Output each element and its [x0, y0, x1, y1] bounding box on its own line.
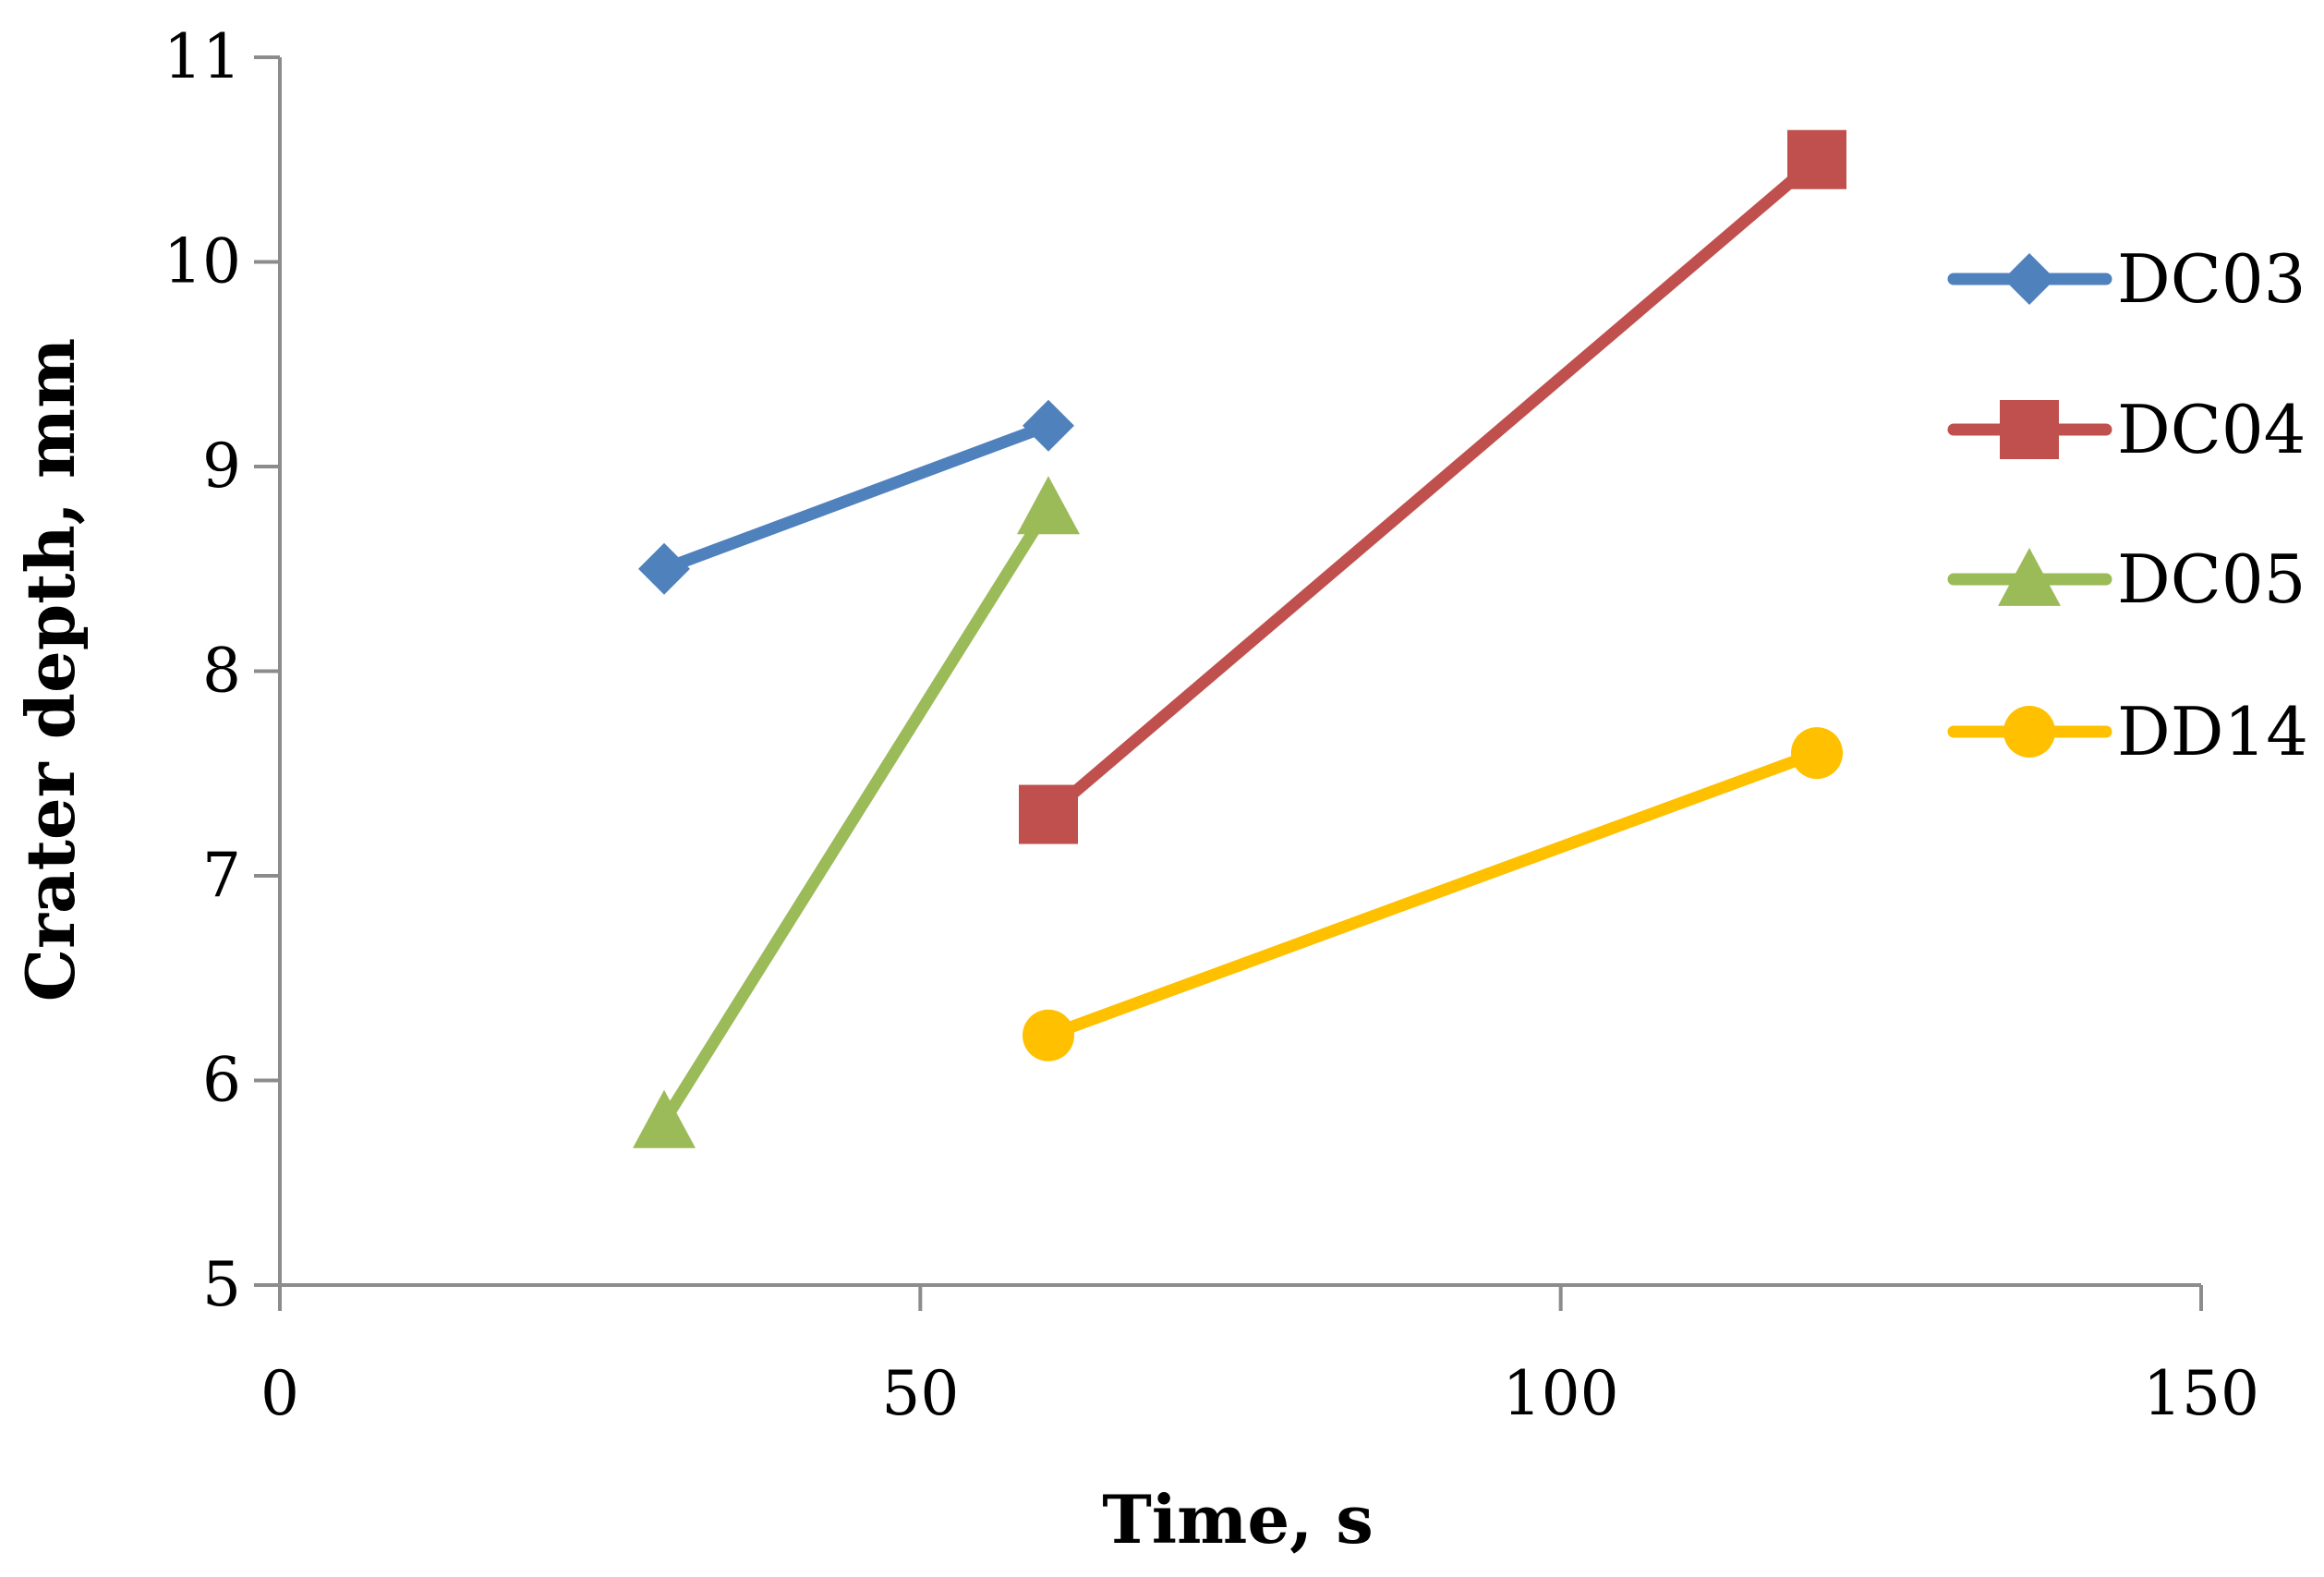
legend-item-dc03: DC03: [1947, 240, 2306, 318]
tick-labels: 5 6 7 8 9 10 11 0 50 100 150: [163, 21, 2259, 1429]
y-tick-label: 7: [202, 840, 241, 911]
series-dc03: [638, 399, 1074, 595]
legend-marker-dd14: [2003, 706, 2055, 758]
series-line-dc03: [658, 419, 1055, 576]
y-tick-label: 6: [202, 1045, 241, 1116]
data-point-dc04: [1787, 129, 1846, 189]
legend-label-dc05: DC05: [2117, 540, 2306, 618]
legend-label-dc03: DC03: [2117, 240, 2306, 318]
series-line-dd14: [1042, 746, 1823, 1042]
series-layer: [633, 129, 1846, 1148]
data-point-dc04: [1019, 784, 1078, 844]
series-line-dc04: [1042, 153, 1823, 821]
legend-item-dc04: DC04: [1947, 391, 2306, 468]
axes: [254, 55, 2203, 1311]
data-point-dd14: [1023, 1009, 1074, 1061]
x-axis-title: Time, s: [1102, 1480, 1374, 1559]
legend-item-dc05: DC05: [1947, 540, 2306, 618]
x-tick-label: 150: [2143, 1358, 2259, 1429]
legend: DC03 DC04 DC05 DD14: [1947, 240, 2308, 770]
data-point-dd14: [1791, 727, 1843, 780]
y-axis-title: Crater depth, mm: [11, 338, 90, 1002]
data-point-dc05: [633, 1089, 696, 1148]
y-tick-label: 10: [163, 226, 241, 297]
data-point-dc03: [1023, 399, 1074, 452]
series-line-dc05: [658, 501, 1055, 1128]
series-dd14: [1023, 727, 1843, 1061]
data-point-dc05: [1017, 476, 1080, 535]
y-tick-label: 8: [202, 636, 241, 707]
y-tick-label: 11: [163, 21, 241, 92]
legend-label-dd14: DD14: [2117, 693, 2308, 770]
series-dc04: [1019, 129, 1846, 844]
y-tick-label: 9: [202, 431, 241, 502]
x-tick-label: 50: [881, 1358, 959, 1429]
series-dc05: [633, 476, 1080, 1148]
x-tick-label: 100: [1503, 1358, 1619, 1429]
legend-marker-dc04: [2000, 400, 2059, 459]
x-tick-label: 0: [260, 1358, 299, 1429]
legend-item-dd14: DD14: [1947, 693, 2308, 770]
legend-marker-dc03: [2003, 253, 2055, 305]
y-tick-label: 5: [202, 1249, 241, 1320]
data-point-dc03: [638, 542, 690, 595]
legend-marker-dc05: [1998, 548, 2061, 606]
legend-label-dc04: DC04: [2117, 391, 2306, 468]
